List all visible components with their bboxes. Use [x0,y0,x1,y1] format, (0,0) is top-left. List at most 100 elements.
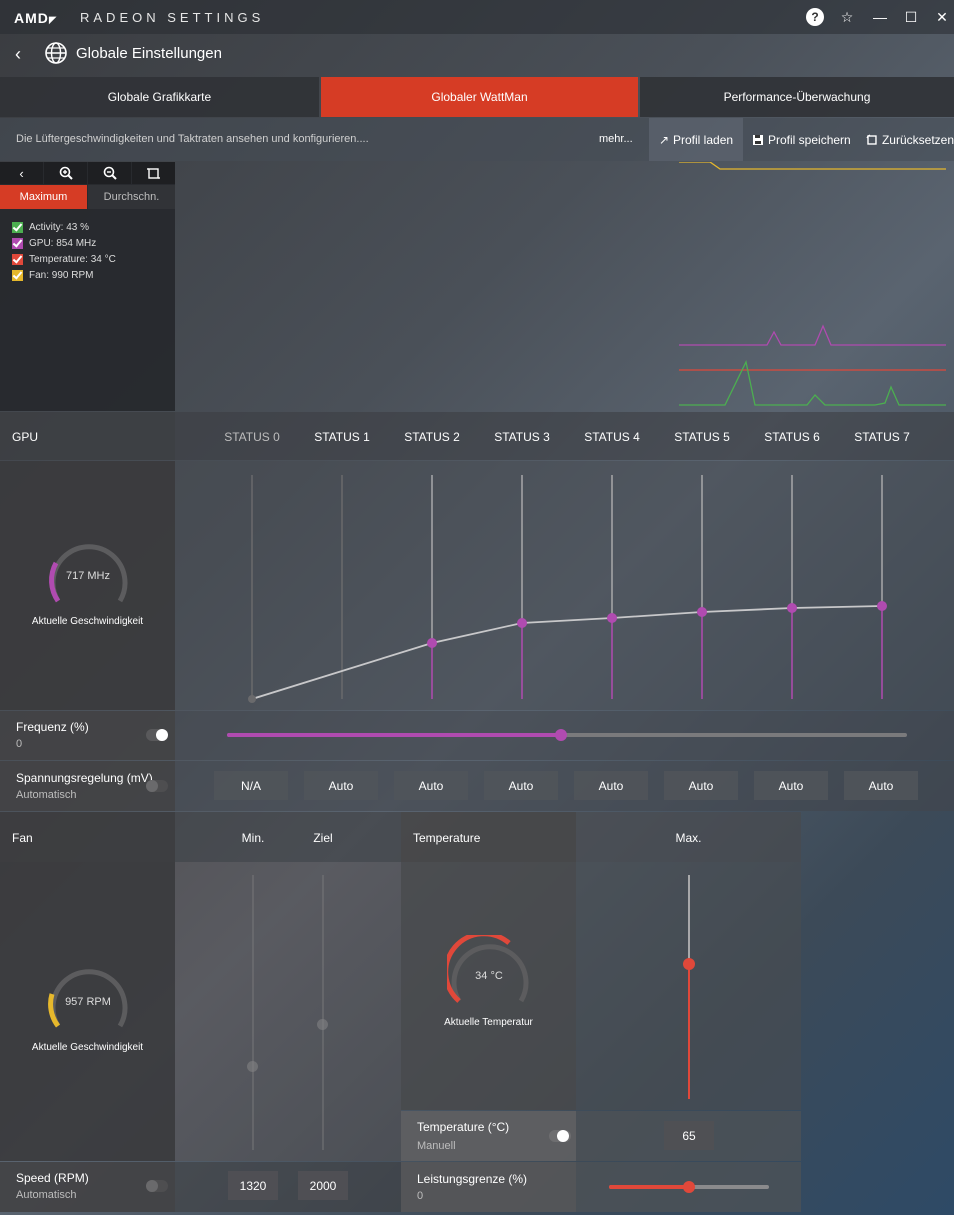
fan-target-header: Ziel [313,831,333,845]
amd-logo: AMD◤ [14,10,58,26]
save-profile-button[interactable]: Profil speichern [752,118,856,161]
temperature-gauge-panel [401,862,576,1110]
favorite-star-icon[interactable]: ☆ [840,8,854,25]
legend-activity-label: Activity: 43 % [29,221,90,233]
load-profile-button[interactable]: ↗ Profil laden [649,118,743,161]
temperature-gauge [447,935,529,1003]
fan-target-slider-handle[interactable] [317,1019,328,1030]
minimize-icon[interactable]: — [873,9,887,25]
fan-target-slider[interactable] [322,875,324,1150]
monitor-graph [679,162,946,406]
power-limit-row [401,1162,576,1212]
fan-header [0,812,175,862]
fan-min-slider[interactable] [252,875,254,1150]
status-3-handle [517,618,527,628]
power-limit-slider-fill [609,1185,689,1189]
voltage-status-7[interactable]: Auto [844,771,918,800]
status-5-header: STATUS 5 [674,430,730,444]
legend-gpu[interactable]: GPU: 854 MHz [12,236,96,250]
voltage-status-0[interactable]: N/A [214,771,288,800]
activity-series-line [679,360,946,406]
temperature-toggle[interactable] [549,1130,571,1142]
checkbox-icon[interactable] [12,221,23,233]
fan-gauge-panel [0,862,175,1161]
maximize-icon[interactable]: ☐ [904,8,918,25]
voltage-status-2[interactable]: Auto [394,771,468,800]
temperature-max-header: Max. [675,831,702,845]
voltage-status-5[interactable]: Auto [664,771,738,800]
voltage-status-1[interactable]: Auto [304,771,378,800]
frequency-toggle[interactable] [146,729,168,741]
voltage-toggle[interactable] [146,780,168,792]
close-icon[interactable]: ✕ [936,8,948,25]
more-link[interactable]: mehr... [599,133,633,145]
gpu-label: GPU [12,430,39,444]
power-limit-label: Leistungsgrenze (%) [417,1172,528,1186]
status-2-header: STATUS 2 [404,430,460,444]
zoom-out-icon[interactable] [88,162,131,184]
fan-values-row [175,1162,401,1212]
globe-icon [45,42,67,64]
temperature-max-input[interactable]: 65 [664,1121,714,1150]
legend-fan[interactable]: Fan: 990 RPM [12,268,93,282]
chart-back-icon[interactable]: ‹ [0,162,43,184]
fan-min-input[interactable]: 1320 [228,1171,278,1200]
fan-slider-panel [175,862,401,1161]
page-title: Globale Einstellungen [76,45,222,62]
tab-global-wattman[interactable]: Globaler WattMan [321,77,638,117]
frequency-slider-handle[interactable] [555,729,567,741]
fan-speed-row [0,1162,175,1212]
frequency-slider[interactable] [227,733,907,737]
gpu-gauge-panel [0,461,175,710]
power-limit-slider-handle[interactable] [683,1181,695,1193]
legend-fan-label: Fan: 990 RPM [29,269,94,281]
temperature-control-row [401,1111,576,1161]
status-1-header: STATUS 1 [314,430,370,444]
temperature-value: 34 °C [475,970,503,982]
gpu-speed-caption: Aktuelle Geschwindigkeit [31,616,144,627]
legend-activity[interactable]: Activity: 43 % [12,220,89,234]
checkbox-icon[interactable] [12,253,23,265]
status-6-handle [787,603,797,613]
help-icon[interactable]: ? [806,8,824,26]
tab-maximum[interactable]: Maximum [0,185,87,209]
app-title: RADEON SETTINGS [80,10,265,25]
reset-zoom-icon[interactable] [132,162,175,184]
gpu-speed-gauge [49,544,128,603]
tab-average[interactable]: Durchschn. [88,185,175,209]
toolbar-description: Die Lüftergeschwindigkeiten und Taktrate… [16,133,369,145]
status-5-handle [697,607,707,617]
gpu-state-curve [248,475,887,703]
temperature-max-slider-fill [688,964,690,1099]
fan-speed-value: 957 RPM [65,996,111,1008]
temperature-max-slider-handle[interactable] [683,958,695,970]
title-bar [0,0,954,34]
checkbox-icon[interactable] [12,237,23,249]
checkbox-icon[interactable] [12,269,23,281]
status-0-handle [248,695,256,703]
status-6-header: STATUS 6 [764,430,820,444]
fan-target-input[interactable]: 2000 [298,1171,348,1200]
temperature-max-slider[interactable] [688,875,690,964]
reset-button[interactable]: Zurücksetzen [866,118,954,161]
status-2-handle [427,638,437,648]
tab-performance-monitoring[interactable]: Performance-Überwachung [640,77,954,117]
temperature-control-mode: Manuell [417,1140,456,1152]
save-profile-label: Profil speichern [768,132,851,147]
fan-column-header-row [175,812,401,862]
fan-min-slider-handle[interactable] [247,1061,258,1072]
tab-global-graphics[interactable]: Globale Grafikkarte [0,77,319,117]
fan-speed-toggle[interactable] [146,1180,168,1192]
fan-speed-caption: Aktuelle Geschwindigkeit [31,1042,144,1053]
legend-temperature[interactable]: Temperature: 34 °C [12,252,116,266]
voltage-values-row [175,761,954,811]
back-button[interactable]: ‹ [15,43,21,64]
frequency-label: Frequenz (%) [16,720,89,734]
status-7-header: STATUS 7 [854,430,910,444]
voltage-status-4[interactable]: Auto [574,771,648,800]
voltage-status-3[interactable]: Auto [484,771,558,800]
status-4-handle [607,613,617,623]
voltage-row [0,761,175,811]
voltage-status-6[interactable]: Auto [754,771,828,800]
zoom-in-icon[interactable] [44,162,87,184]
